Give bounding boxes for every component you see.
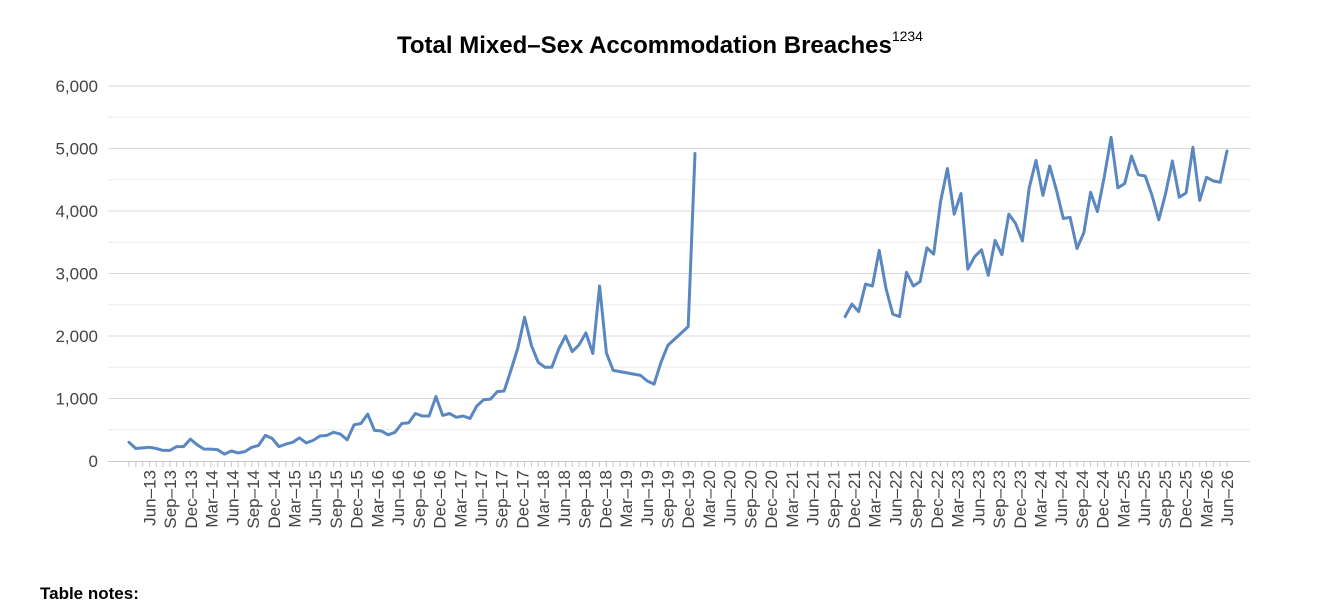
y-tick-label: 1,000 <box>55 390 98 409</box>
x-tick-label: Mar–14 <box>203 470 222 528</box>
x-tick-label: Sep–22 <box>907 470 926 529</box>
x-tick-label: Jun–21 <box>804 470 823 526</box>
x-tick-label: Jun–23 <box>969 470 988 526</box>
chart-title-superscript: 1234 <box>891 28 923 44</box>
x-tick-label: Dec–24 <box>1094 470 1113 529</box>
x-tick-label: Dec–13 <box>182 470 201 529</box>
x-tick-label: Mar–15 <box>286 470 305 528</box>
x-tick-label: Jun–15 <box>306 470 325 526</box>
y-tick-label: 3,000 <box>55 265 98 284</box>
x-tick-label: Sep–17 <box>493 470 512 529</box>
series-layer <box>127 135 1229 456</box>
x-tick-label: Mar–21 <box>783 470 802 528</box>
x-tick-label: Dec–15 <box>348 470 367 529</box>
x-tick-label: Dec–25 <box>1177 470 1196 529</box>
axes <box>108 461 1250 467</box>
x-tick-label: Mar–24 <box>1032 470 1051 528</box>
x-tick-label: Jun–20 <box>721 470 740 526</box>
x-tick-label: Sep–23 <box>990 470 1009 529</box>
x-tick-label: Dec–17 <box>513 470 532 529</box>
x-tick-label: Dec–21 <box>845 470 864 529</box>
x-tick-label: Jun–14 <box>223 470 242 526</box>
x-tick-label: Sep–18 <box>576 470 595 529</box>
x-tick-label: Jun–19 <box>638 470 657 526</box>
series-line-segment <box>843 135 1229 319</box>
x-tick-label: Sep–21 <box>824 470 843 529</box>
x-tick-label: Jun–22 <box>886 470 905 526</box>
x-tick-label: Jun–18 <box>555 470 574 526</box>
x-tick-label: Mar–19 <box>617 470 636 528</box>
x-tick-label: Jun–17 <box>472 470 491 526</box>
y-tick-label: 4,000 <box>55 202 98 221</box>
x-tick-label: Sep–24 <box>1073 470 1092 529</box>
x-tick-label: Mar–16 <box>368 470 387 528</box>
y-axis-tick-labels: 6,000 5,000 4,000 3,000 2,000 1,000 0 <box>55 77 98 471</box>
x-tick-label: Sep–20 <box>741 470 760 529</box>
x-tick-label: Dec–23 <box>1011 470 1030 529</box>
x-tick-label: Mar–26 <box>1197 470 1216 528</box>
x-tick-label: Jun–16 <box>389 470 408 526</box>
chart-title: Total Mixed–Sex Accommodation Breaches12… <box>0 28 1320 60</box>
y-tick-label: 2,000 <box>55 327 98 346</box>
y-tick-label: 5,000 <box>55 140 98 159</box>
x-tick-label: Mar–22 <box>866 470 885 528</box>
x-tick-label: Sep–15 <box>327 470 346 529</box>
chart-title-text: Total Mixed–Sex Accommodation Breaches <box>397 32 892 59</box>
x-axis-tick-labels: Jun–13 Sep–13 Dec–13 Mar–14 Jun–14 Sep–14 Dec–… <box>140 470 1237 529</box>
x-tick-label: Dec–20 <box>762 470 781 529</box>
x-tick-label: Dec–14 <box>265 470 284 529</box>
table-notes-heading: Table notes: <box>40 584 139 603</box>
x-tick-label: Sep–13 <box>161 470 180 529</box>
series-line-segment <box>127 152 697 456</box>
y-tick-label: 0 <box>89 452 98 471</box>
gridlines <box>108 85 1250 431</box>
x-tick-label: Sep–14 <box>244 470 263 529</box>
x-tick-label: Sep–25 <box>1156 470 1175 529</box>
x-tick-label: Dec–16 <box>431 470 450 529</box>
x-tick-label: Sep–16 <box>410 470 429 529</box>
x-tick-label: Dec–22 <box>928 470 947 529</box>
x-tick-label: Jun–25 <box>1135 470 1154 526</box>
x-tick-label: Jun–26 <box>1218 470 1237 526</box>
x-tick-label: Jun–13 <box>140 470 159 526</box>
x-tick-label: Mar–17 <box>451 470 470 528</box>
x-tick-label: Dec–18 <box>596 470 615 529</box>
x-tick-label: Mar–20 <box>700 470 719 528</box>
x-tick-label: Mar–18 <box>534 470 553 528</box>
x-tick-label: Mar–25 <box>1114 470 1133 528</box>
x-tick-label: Dec–19 <box>679 470 698 529</box>
y-tick-label: 6,000 <box>55 77 98 96</box>
x-tick-label: Jun–24 <box>1052 470 1071 526</box>
x-tick-label: Mar–23 <box>949 470 968 528</box>
x-tick-label: Sep–19 <box>659 470 678 529</box>
